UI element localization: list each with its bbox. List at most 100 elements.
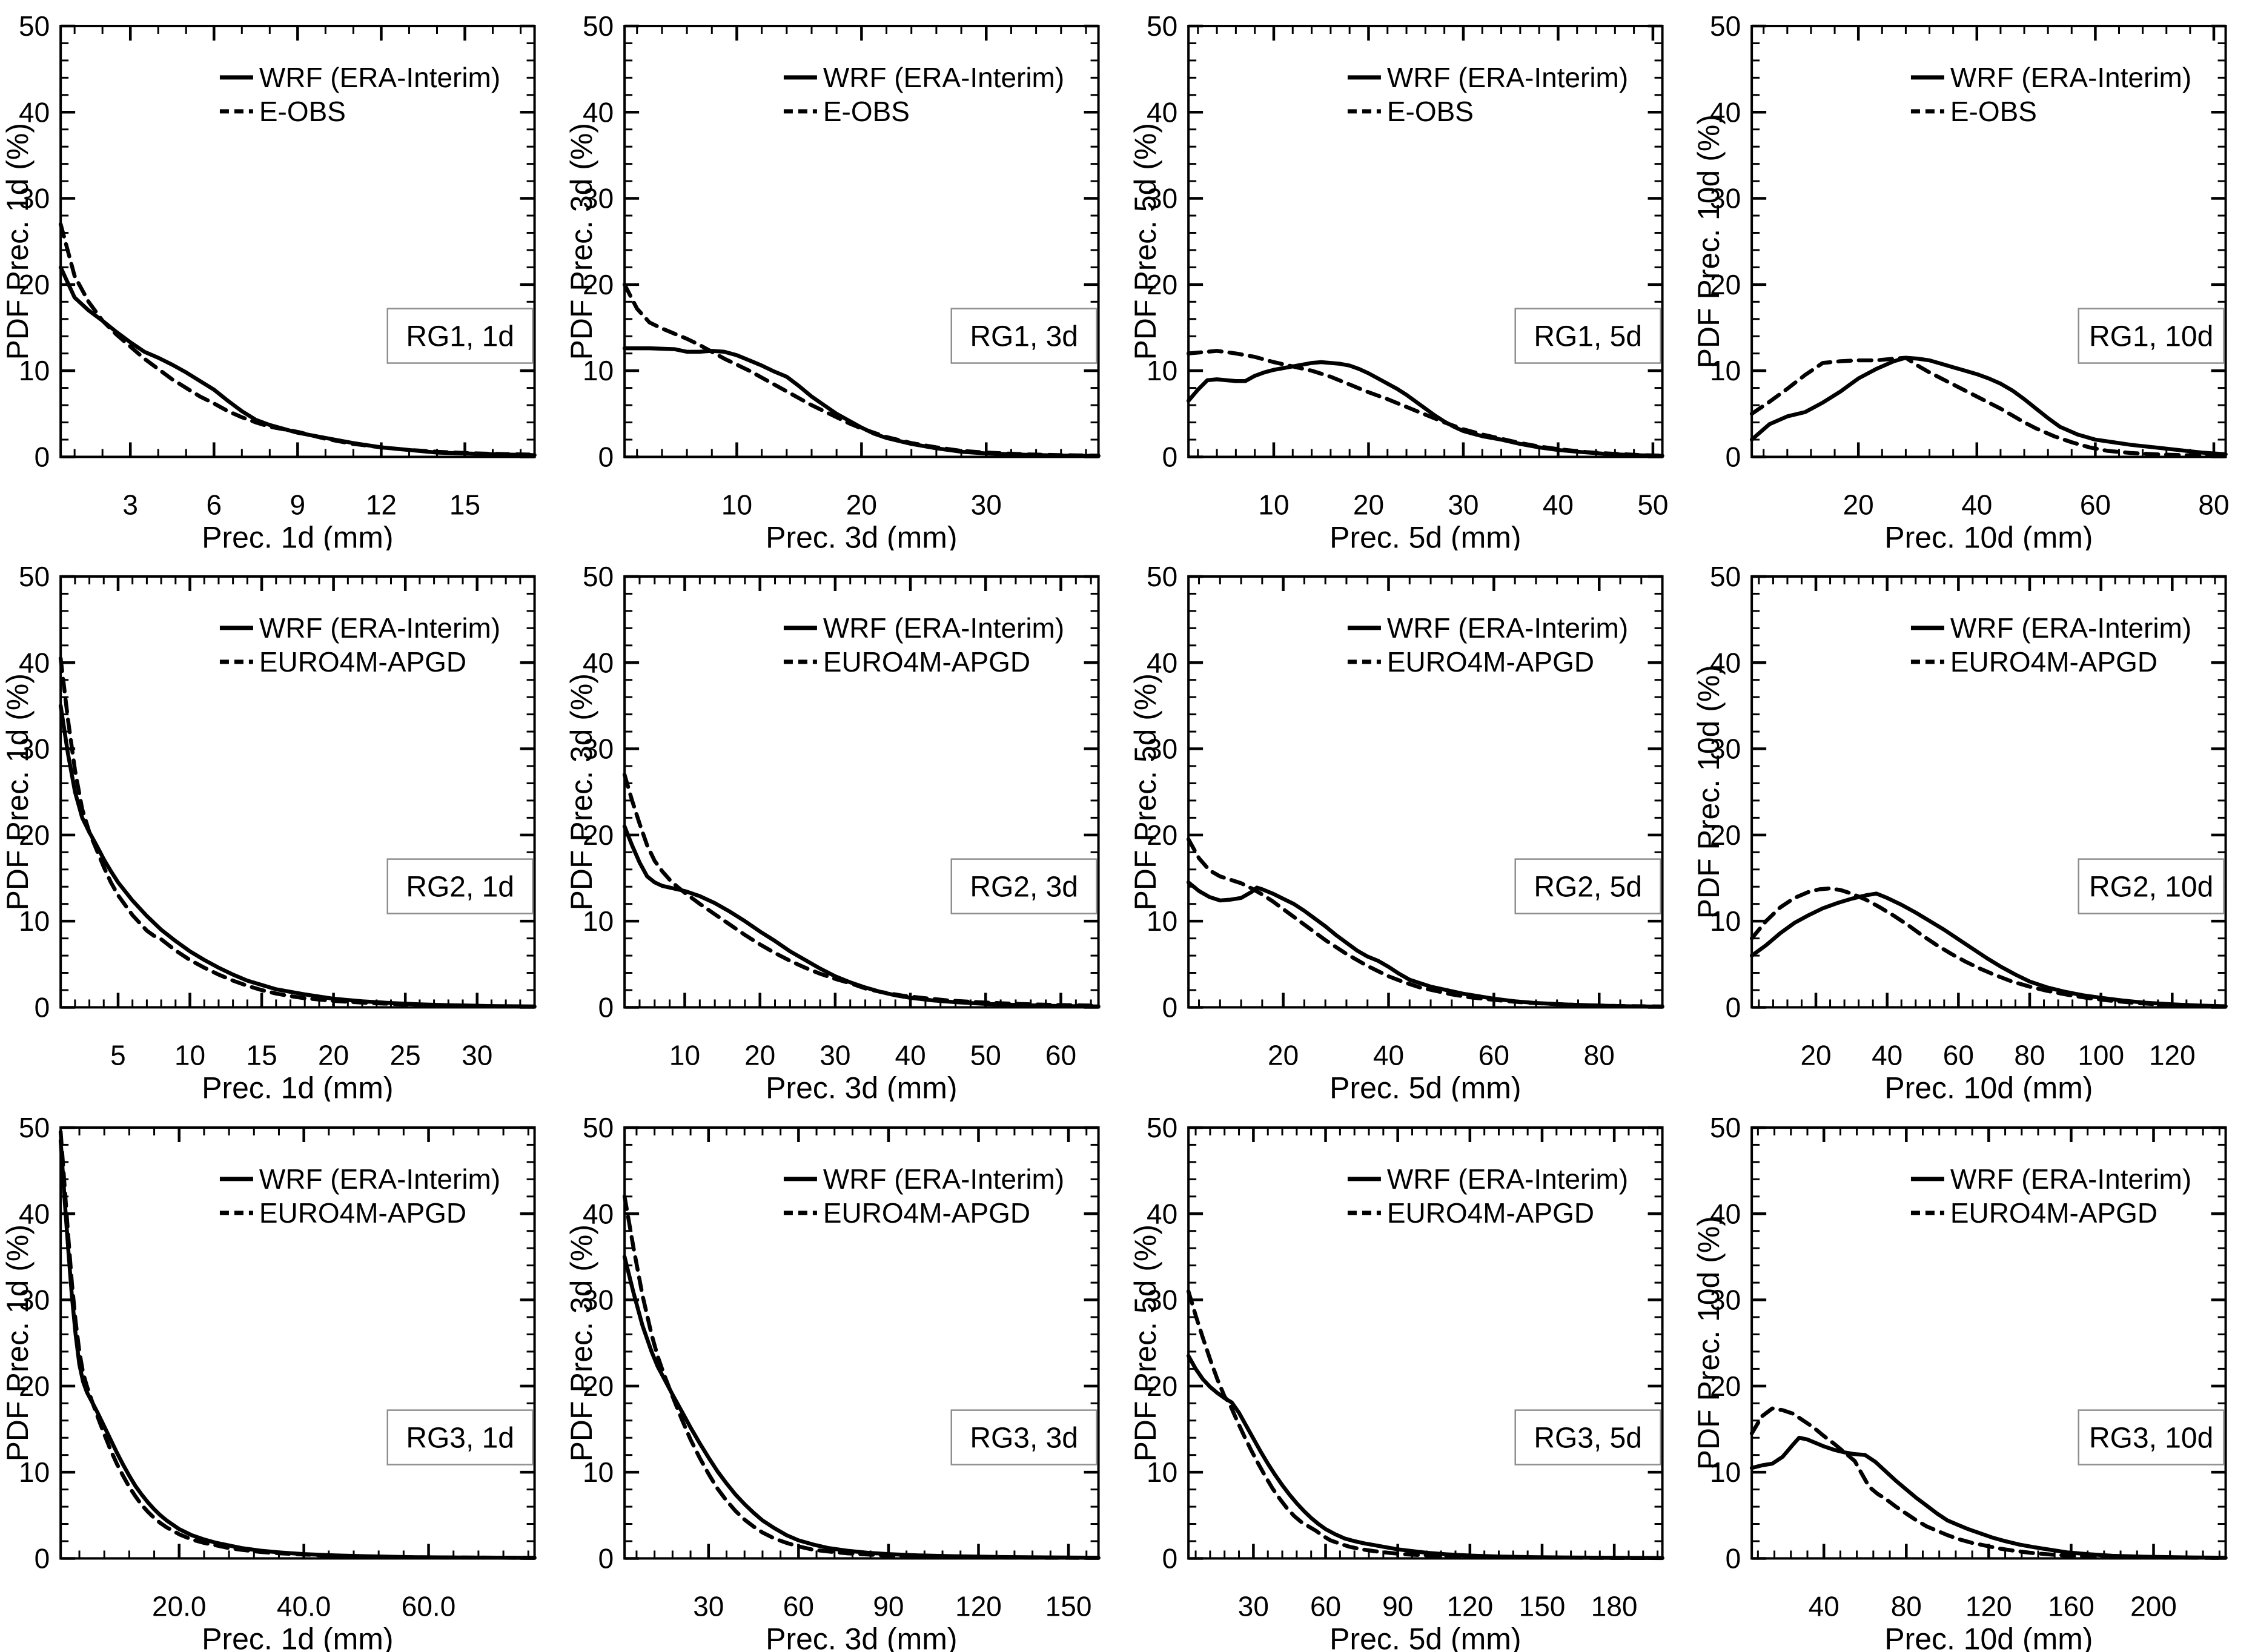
x-tick-label: 20 [1268,1040,1299,1071]
x-tick-label: 10 [669,1040,700,1071]
x-tick-label: 90 [1382,1590,1413,1622]
x-axis-title: Prec. 1d (mm) [202,1071,393,1102]
legend-label: EURO4M-APGD [1950,1197,2157,1229]
y-axis-title: PDF Prec. 3d (%) [565,123,598,360]
y-axis: 0 10 20 30 40 50 PDF Prec. 5d (%) [1128,1112,1663,1574]
x-tick-label: 80 [2199,489,2230,520]
y-tick-label: 10 [1710,1456,1741,1488]
y-tick-label: 50 [583,561,614,592]
y-tick-label: 0 [1726,1542,1741,1574]
y-tick-label: 10 [1147,1456,1177,1488]
x-axis: 30 60 90 120 150 180 Prec. 5d (mm) [1194,1127,1658,1652]
x-tick-label: 15 [247,1040,277,1071]
y-axis: 0 10 20 30 40 50 PDF Prec. 1d (%) [1,1112,535,1574]
y-tick-label: 0 [35,1542,50,1574]
panel-rg1-10d: 20 40 60 80 Prec. 10d (mm) 0 10 20 30 40 50 PDF Pre… [1692,10,2230,550]
x-tick-label: 30 [462,1040,492,1071]
plot-frame [623,1126,1100,1560]
panel-label-box: RG1, 5d [1514,308,1661,364]
panel-label-box: RG2, 3d [950,858,1098,915]
y-axis: 0 10 20 30 40 50 PDF Prec. 10d (%) [1692,10,2226,472]
panel-label: RG2, 3d [970,871,1078,904]
panel-label: RG3, 1d [406,1422,514,1454]
y-tick-label: 30 [1710,1284,1741,1315]
y-tick-label: 40 [19,647,50,679]
y-axis: 0 10 20 30 40 50 PDF Prec. 5d (%) [1128,561,1663,1023]
x-tick-label: 120 [1965,1590,2012,1622]
y-tick-label: 50 [19,10,50,42]
y-tick-label: 0 [1726,441,1741,472]
y-tick-label: 50 [583,10,614,42]
panel-label-box: RG2, 1d [386,858,534,915]
x-tick-label: 40 [1373,1040,1403,1071]
y-tick-label: 40 [1147,96,1177,128]
y-tick-label: 0 [1162,1542,1177,1574]
y-tick-label: 30 [583,183,614,214]
y-axis-title: PDF Prec. 5d (%) [1128,123,1162,360]
legend-label: EURO4M-APGD [1386,1197,1594,1229]
x-axis-title: Prec. 10d (mm) [1885,1622,2093,1652]
y-tick-label: 50 [1710,10,1741,42]
x-tick-label: 40 [1809,1590,1839,1622]
panel-label: RG1, 10d [2089,321,2213,353]
y-axis-title: PDF Prec. 10d (%) [1692,114,1726,368]
x-tick-label: 15 [449,489,480,520]
series-obs-rg3-5d [1186,1289,1664,1560]
y-tick-label: 30 [1147,1284,1177,1315]
panel-label: RG2, 5d [1534,871,1642,904]
x-axis-title: Prec. 3d (mm) [766,1622,957,1652]
x-tick-label: 90 [873,1590,904,1622]
x-axis-title: Prec. 3d (mm) [766,1071,957,1102]
panel-label-box: RG3, 3d [950,1409,1098,1465]
y-tick-label: 10 [19,355,50,386]
y-tick-label: 20 [19,269,50,300]
y-tick-label: 40 [583,1198,614,1229]
x-tick-label: 30 [693,1590,724,1622]
y-tick-label: 10 [583,355,614,386]
x-axis-title: Prec. 3d (mm) [766,520,957,550]
x-tick-label: 6 [207,489,222,520]
x-tick-label: 30 [820,1040,850,1071]
panel-label: RG3, 10d [2089,1422,2213,1454]
legend-label: WRF (ERA-Interim) [1950,62,2191,93]
y-tick-label: 30 [1147,183,1177,214]
legend-label: WRF (ERA-Interim) [1386,1163,1628,1195]
y-tick-label: 10 [583,905,614,937]
legend: WRF (ERA-Interim)E-OBS [219,62,500,127]
legend-label: WRF (ERA-Interim) [1950,1163,2191,1195]
y-tick-label: 40 [1710,96,1741,128]
y-axis: 0 10 20 30 40 50 PDF Prec. 10d (%) [1692,1112,2226,1574]
legend-label: E-OBS [823,96,910,127]
x-tick-label: 25 [390,1040,421,1071]
x-tick-label: 12 [366,489,397,520]
panel-rg3-3d: 30 60 90 120 150 Prec. 3d (mm) 0 10 20 30 40 50 PDF … [565,1112,1101,1652]
x-tick-label: 60 [2080,489,2111,520]
x-tick-label: 5 [110,1040,126,1071]
series-obs-rg3-1d [58,1129,537,1560]
panel-rg3-1d: 20.0 40.0 60.0 Prec. 1d (mm) 0 10 20 30 40 50 PDF … [1,1112,537,1652]
x-tick-label: 180 [1591,1590,1637,1622]
legend: WRF (ERA-Interim)EURO4M-APGD [783,612,1064,678]
y-axis-title: PDF Prec. 1d (%) [1,673,35,910]
panel-label-box: RG1, 3d [950,308,1098,364]
y-tick-label: 20 [1147,819,1177,851]
legend: WRF (ERA-Interim)EURO4M-APGD [783,1163,1064,1229]
y-tick-label: 40 [583,96,614,128]
y-tick-label: 10 [1710,905,1741,937]
x-tick-label: 10 [174,1040,205,1071]
legend-label: EURO4M-APGD [1950,646,2157,678]
y-tick-label: 10 [1710,355,1741,386]
series-wrf-rg2-3d [622,824,1101,1009]
y-axis-title: PDF Prec. 5d (%) [1128,673,1162,910]
panel-rg2-10d: 20 40 60 80 100 120 Prec. 10d (mm) 0 10 20 30 40 50 P… [1692,561,2228,1102]
x-tick-label: 40 [1542,489,1573,520]
legend-label: EURO4M-APGD [1386,646,1594,678]
x-tick-label: 10 [1258,489,1289,520]
panel-label: RG1, 1d [406,321,514,353]
plot-frame [1750,575,2227,1009]
plot-frame [59,1126,536,1560]
y-tick-label: 10 [19,905,50,937]
panel-rg2-5d: 20 40 60 80 Prec. 5d (mm) 0 10 20 30 40 50 PDF Prec… [1128,561,1664,1102]
x-tick-label: 40 [1961,489,1992,520]
